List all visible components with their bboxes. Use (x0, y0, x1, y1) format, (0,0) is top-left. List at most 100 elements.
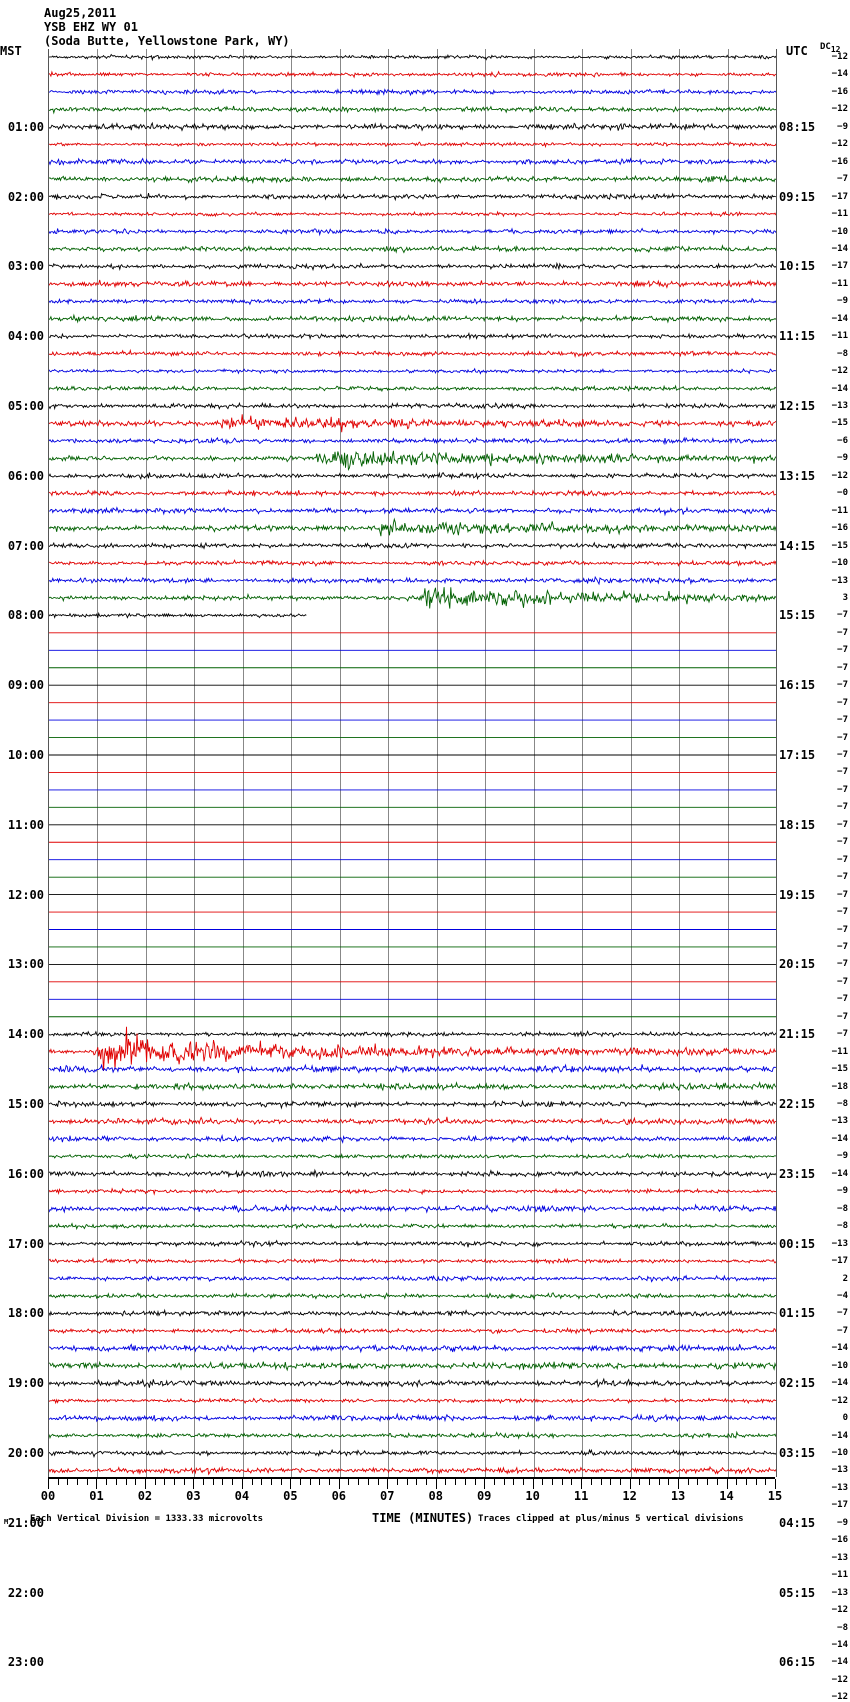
x-tick-minor-8-1 (445, 1479, 447, 1485)
x-tick-minor-1-1 (106, 1479, 108, 1485)
dc-value-row-82: −13 (831, 1482, 848, 1493)
x-tick-minor-11-2 (600, 1479, 602, 1485)
x-tick-minor-0-2 (67, 1479, 69, 1485)
dc-value-row-49: −7 (837, 907, 848, 918)
dc-value-row-11: −14 (831, 243, 848, 254)
utc-label-0215: 02:15 (779, 1376, 816, 1391)
dc-value-row-25: −0 (837, 488, 848, 499)
x-tick-minor-6-3 (367, 1479, 369, 1485)
gridline-minute-4 (242, 49, 244, 1477)
utc-label-0515: 05:15 (779, 1585, 816, 1600)
dc-value-row-24: −12 (831, 470, 848, 481)
dc-value-row-52: −7 (837, 959, 848, 970)
x-tick-label-08: 08 (428, 1489, 443, 1503)
x-tick-minor-13-1 (687, 1479, 689, 1485)
dc-value-row-7: −7 (837, 174, 848, 185)
x-tick-label-11: 11 (573, 1489, 589, 1503)
utc-label-1115: 11:15 (779, 329, 816, 344)
x-tick-label-02: 02 (137, 1489, 153, 1503)
dc-value-row-56: −7 (837, 1029, 848, 1040)
x-tick-label-14: 14 (719, 1489, 734, 1503)
x-tick-label-06: 06 (331, 1489, 347, 1503)
dc-value-row-35: −7 (837, 662, 848, 673)
gridline-minute-5 (291, 49, 293, 1477)
mst-label-1500: 15:00 (7, 1097, 44, 1111)
dc-value-row-9: −11 (831, 209, 848, 220)
x-tick-minor-7-4 (426, 1479, 428, 1485)
gridline-minute-10 (533, 49, 535, 1477)
x-tick-minor-9-2 (503, 1479, 505, 1485)
x-tick-minor-5-1 (300, 1479, 302, 1485)
x-tick-minor-9-4 (522, 1479, 524, 1485)
x-tick-minor-4-4 (280, 1479, 282, 1485)
dc-value-row-12: −17 (831, 261, 848, 272)
dc-value-row-85: −16 (831, 1535, 848, 1546)
dc-value-row-6: −16 (831, 156, 848, 167)
mst-label-0100: 01:00 (7, 119, 44, 134)
dc-value-row-17: −8 (837, 348, 848, 359)
dc-value-row-39: −7 (837, 732, 848, 743)
dc-value-row-3: −12 (831, 104, 848, 115)
x-tick-label-13: 13 (670, 1489, 686, 1503)
dc-value-row-88: −13 (831, 1587, 848, 1598)
dc-value-row-62: −14 (831, 1133, 848, 1144)
x-tick-minor-8-4 (474, 1479, 476, 1485)
trace-row-29 (49, 559, 776, 568)
dc-header-subscript: 12 (830, 44, 841, 54)
x-tick-label-07: 07 (380, 1489, 395, 1503)
dc-value-row-19: −14 (831, 383, 848, 394)
x-tick-major-10 (532, 1479, 534, 1489)
mst-label-1400: 14:00 (7, 1027, 44, 1042)
mst-label-1100: 11:00 (7, 817, 44, 832)
utc-label-0615: 06:15 (779, 1655, 816, 1670)
header-location: (Soda Butte, Yellowstone Park, WY) (44, 34, 290, 48)
trace-row-63 (49, 1152, 776, 1161)
utc-label-0815: 08:15 (779, 119, 816, 134)
mst-label-1600: 16:00 (7, 1166, 44, 1181)
footer-scale-note: Each Vertical Division = 1333.33 microvo… (30, 1514, 263, 1524)
trace-row-12 (49, 261, 776, 272)
dc-value-row-89: −12 (831, 1605, 848, 1616)
dc-value-row-53: −7 (837, 976, 848, 987)
x-tick-major-15 (775, 1479, 776, 1489)
trace-row-9 (49, 210, 776, 218)
x-tick-minor-10-3 (561, 1479, 563, 1485)
trace-row-11 (49, 244, 776, 254)
dc-value-row-81: −13 (831, 1465, 848, 1476)
mst-label-0400: 04:00 (7, 329, 44, 344)
mst-label-0300: 03:00 (7, 259, 44, 274)
dc-value-row-20: −13 (831, 401, 848, 411)
dc-value-row-75: −10 (831, 1360, 848, 1371)
trace-row-61 (49, 1116, 776, 1126)
trace-row-8 (49, 192, 776, 202)
x-tick-label-09: 09 (476, 1489, 492, 1503)
header-date: Aug25,2011 (44, 6, 117, 20)
footer-clip-note: Traces clipped at plus/minus 5 vertical … (478, 1514, 744, 1524)
dc-header-text: DC (820, 42, 831, 52)
gridline-minute-6 (339, 49, 341, 1477)
x-tick-minor-5-3 (319, 1479, 321, 1485)
trace-row-77 (49, 1397, 776, 1405)
x-tick-minor-6-4 (377, 1479, 379, 1485)
trace-row-57 (49, 1026, 776, 1072)
dc-value-row-60: −8 (837, 1099, 848, 1109)
mst-label-0800: 08:00 (7, 608, 44, 623)
dc-value-row-4: −9 (837, 121, 848, 132)
dc-value-row-57: −11 (831, 1046, 848, 1057)
dc-value-row-63: −9 (837, 1151, 848, 1162)
mst-label-1800: 18:00 (7, 1306, 44, 1321)
trace-row-76 (49, 1377, 776, 1389)
x-tick-minor-6-1 (348, 1479, 350, 1485)
mst-label-1300: 13:00 (7, 957, 44, 972)
dc-value-row-46: −7 (837, 854, 848, 865)
dc-value-row-76: −14 (831, 1378, 848, 1389)
x-tick-major-11 (581, 1479, 583, 1489)
x-tick-minor-1-4 (135, 1479, 137, 1485)
x-tick-minor-3-2 (212, 1479, 214, 1485)
trace-row-4 (49, 121, 776, 132)
trace-row-3 (49, 105, 776, 115)
seismogram-traces (49, 53, 776, 1476)
trace-row-59 (49, 1080, 776, 1092)
dc-value-row-40: −7 (837, 750, 848, 760)
dc-value-row-36: −7 (837, 680, 848, 691)
